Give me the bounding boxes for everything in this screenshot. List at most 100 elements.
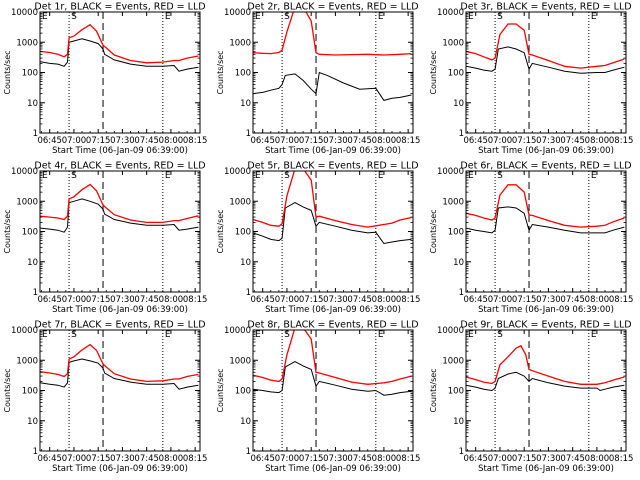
marker-flare-label: S: [71, 171, 77, 181]
x-tick-label: 07:00: [62, 295, 87, 305]
x-axis-title: Start Time (06-Jan-09 06:39:00): [52, 146, 188, 156]
y-tick-label: 100: [22, 69, 38, 79]
y-tick-label: 1000: [229, 197, 251, 207]
events-series-line: [40, 38, 199, 72]
x-tick-label: 07:00: [488, 295, 513, 305]
x-tick-label: 07:15: [299, 295, 324, 305]
y-tick-label: 10: [27, 258, 38, 268]
x-tick-label: 07:15: [86, 136, 111, 146]
x-tick-label: 08:00: [372, 295, 397, 305]
x-tick-label: 07:30: [536, 454, 561, 464]
plot-frame: [252, 329, 414, 452]
y-tick-label: 1000: [229, 356, 251, 366]
x-tick-label: 07:30: [323, 295, 348, 305]
marker-start-label: E: [468, 12, 474, 22]
x-axis-title: Start Time (06-Jan-09 06:39:00): [478, 305, 614, 315]
y-tick-label: 10: [27, 99, 38, 109]
lld-series-line: [466, 23, 625, 69]
marker-end-label: E: [378, 330, 384, 340]
x-tick-label: 07:45: [134, 295, 159, 305]
lld-series-line: [253, 171, 412, 228]
marker-flare-label: S: [71, 12, 77, 22]
panel-title: Det 5r, BLACK = Events, RED = LLD: [247, 161, 418, 172]
y-axis-title: Counts/sec: [216, 209, 225, 253]
marker-end-label: E: [165, 330, 171, 340]
x-tick-label: 06:45: [37, 295, 62, 305]
x-tick-label: 06:45: [463, 454, 488, 464]
y-tick-label: 10000: [224, 8, 251, 18]
marker-start-label: E: [468, 330, 474, 340]
plot-frame: [39, 329, 201, 452]
plot-frame: [39, 170, 201, 293]
marker-start-label: E: [42, 330, 48, 340]
y-axis-title: Counts/sec: [429, 368, 438, 412]
y-tick-label: 100: [235, 228, 251, 238]
panel-title: Det 3r, BLACK = Events, RED = LLD: [460, 2, 631, 13]
x-tick-label: 07:15: [86, 454, 111, 464]
y-tick-label: 100: [448, 69, 464, 79]
events-series-line: [466, 206, 625, 234]
x-tick-label: 07:00: [275, 136, 300, 146]
y-tick-label: 100: [448, 228, 464, 238]
y-tick-label: 10: [453, 99, 464, 109]
y-axis-title: Counts/sec: [3, 50, 12, 94]
x-tick-label: 06:45: [250, 454, 275, 464]
x-tick-label: 06:45: [250, 295, 275, 305]
marker-flare-label: S: [284, 171, 290, 181]
events-series-line: [253, 202, 412, 245]
marker-start-label: E: [255, 330, 261, 340]
x-tick-label: 07:45: [560, 136, 585, 146]
marker-end-label: E: [165, 171, 171, 181]
x-tick-label: 07:45: [560, 295, 585, 305]
x-tick-label: 07:00: [62, 454, 87, 464]
lld-series-line: [40, 23, 199, 64]
events-series-line: [40, 358, 199, 390]
x-tick-label: 07:30: [536, 136, 561, 146]
marker-flare-label: S: [497, 330, 503, 340]
events-series-line: [253, 71, 412, 101]
plot-frame: [39, 11, 201, 134]
y-tick-label: 1: [33, 129, 38, 139]
x-tick-label: 07:45: [347, 454, 372, 464]
y-tick-label: 100: [22, 387, 38, 397]
y-tick-label: 1000: [229, 38, 251, 48]
x-tick-label: 08:00: [585, 295, 610, 305]
y-axis-title: Counts/sec: [429, 209, 438, 253]
x-axis-title: Start Time (06-Jan-09 06:39:00): [52, 305, 188, 315]
events-series-line: [40, 198, 199, 233]
plot-frame: [252, 11, 414, 134]
x-tick-label: 08:00: [159, 295, 184, 305]
x-axis-title: Start Time (06-Jan-09 06:39:00): [478, 146, 614, 156]
events-series-line: [466, 371, 625, 392]
x-tick-label: 08:15: [183, 454, 208, 464]
marker-start-label: E: [468, 171, 474, 181]
x-tick-label: 06:45: [37, 136, 62, 146]
lld-series-line: [466, 344, 625, 385]
x-tick-label: 06:45: [37, 454, 62, 464]
panel-title: Det 4r, BLACK = Events, RED = LLD: [34, 161, 205, 172]
x-axis-title: Start Time (06-Jan-09 06:39:00): [265, 146, 401, 156]
x-tick-label: 07:00: [275, 454, 300, 464]
y-tick-label: 1: [459, 288, 464, 298]
x-tick-label: 07:30: [110, 136, 135, 146]
y-tick-label: 10: [240, 258, 251, 268]
x-tick-label: 08:15: [183, 136, 208, 146]
marker-flare-label: S: [497, 171, 503, 181]
x-tick-label: 08:00: [159, 136, 184, 146]
x-tick-label: 07:30: [323, 136, 348, 146]
panel-title: Det 9r, BLACK = Events, RED = LLD: [460, 320, 631, 331]
x-tick-label: 07:45: [134, 136, 159, 146]
x-tick-label: 07:30: [110, 295, 135, 305]
marker-end-label: E: [591, 171, 597, 181]
y-tick-label: 100: [448, 387, 464, 397]
marker-flare-label: S: [497, 12, 503, 22]
marker-end-label: E: [591, 12, 597, 22]
y-tick-label: 10: [240, 99, 251, 109]
